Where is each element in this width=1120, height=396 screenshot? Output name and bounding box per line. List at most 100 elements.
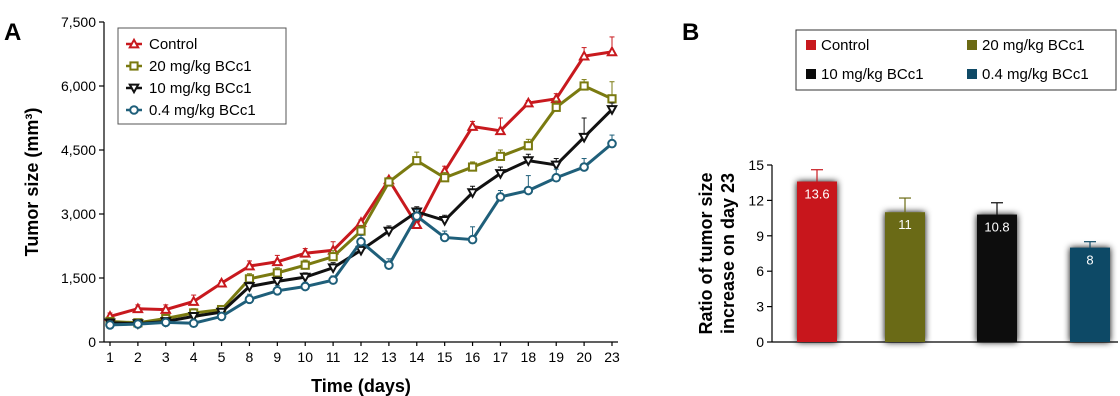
legend-entry: Control [821,37,869,54]
y-tick-label: 1,500 [61,270,96,286]
legend-entry: 20 mg/kg BCc1 [149,58,252,75]
data-point [606,45,618,57]
data-point [271,255,284,267]
x-tick-label: 18 [521,349,537,365]
data-point [440,173,450,183]
data-point [384,260,394,271]
x-tick-label: 19 [548,349,564,365]
x-tick-label: 23 [604,349,620,365]
series-4 [105,134,617,330]
bar [885,212,925,342]
x-tick-label: 1 [106,349,114,365]
data-point [410,218,423,230]
data-point [215,276,228,288]
data-point [438,216,451,227]
data-point [551,172,562,183]
y-tick-label: 12 [748,192,764,208]
bar-group: 10.8 [977,202,1017,342]
data-point [495,192,506,202]
data-point [244,294,255,305]
data-point [384,177,394,187]
legend-entry: 0.4 mg/kg BCc1 [982,66,1089,83]
data-point [579,81,589,91]
x-tick-label: 3 [162,349,170,365]
x-tick-label: 20 [576,349,592,365]
y-tick-label: 6,000 [61,78,96,94]
data-point [411,211,422,221]
data-point [300,281,311,292]
data-point [607,94,617,104]
legend-marker [128,83,140,95]
y-tick-label: 0 [756,334,764,350]
legend-a: Control 20 mg/kg BCc1 10 mg/kg BCc1 0.4 mg/… [117,27,287,125]
x-tick-label: 10 [297,349,313,365]
y-tick-label: 0 [88,334,96,350]
data-point [606,105,618,116]
data-point [523,141,533,151]
legend-entry: 10 mg/kg BCc1 [821,66,924,83]
y-tick-label: 9 [756,228,764,244]
x-tick-label: 5 [218,349,226,365]
x-tick-label: 16 [465,349,481,365]
legend-swatch [806,40,816,50]
data-point [607,138,617,149]
data-point [439,232,450,243]
data-point [160,317,171,328]
x-tick-label: 15 [437,349,453,365]
data-point [494,124,507,136]
legend-entry: 10 mg/kg BCc1 [149,80,252,97]
data-point [187,312,200,323]
x-tick-label: 12 [353,349,369,365]
data-point [467,234,478,245]
x-axis-title: Time (days) [311,376,411,396]
x-tick-label: 8 [246,349,254,365]
data-point [328,252,338,262]
y-tick-label: 3,000 [61,206,96,222]
bar-value-label: 8 [1086,253,1093,268]
y-tick-label: 6 [756,263,764,279]
panel-label-a: A [4,19,21,46]
bar [977,214,1017,342]
data-point [550,160,563,172]
data-point [133,319,143,329]
data-point [355,245,367,257]
data-point [328,275,338,285]
x-tick-label: 13 [381,349,397,365]
series-3 [104,102,618,330]
x-tick-label: 4 [190,349,198,365]
data-point [131,302,144,314]
y-tick-label: 7,500 [61,14,96,30]
bar [1070,247,1110,342]
y-axis-title: Tumor size (mm³) [22,108,42,257]
legend-b: Control 20 mg/kg BCc1 10 mg/kg BCc1 0.4 mg/… [795,29,1117,91]
y-tick-label: 3 [756,299,764,315]
bar-value-label: 13.6 [804,187,829,202]
panel-b-bar-chart: B 0 3 6 9 12 15 Ratio of tumor size increase on … [682,19,1118,350]
data-point [466,120,479,131]
y-axis-title-line2: increase on day 23 [718,173,738,334]
data-point [522,96,535,108]
data-point [159,303,172,314]
data-point [522,156,535,167]
data-point [579,162,589,172]
x-tick-label: 11 [326,349,341,365]
legend-box [117,27,287,125]
y-tick-label: 4,500 [61,142,96,158]
data-point [467,162,478,172]
legend-marker [129,105,139,115]
data-point [299,246,312,258]
y-tick-label: 15 [748,157,764,173]
data-point [105,320,115,330]
data-point [327,263,340,275]
data-point [356,226,366,236]
bar-group: 13.6 [797,169,837,342]
x-tick-label: 17 [493,349,509,365]
legend-swatch [967,40,977,50]
bar [797,181,837,342]
data-point [244,274,255,284]
legend-entry: 20 mg/kg BCc1 [982,37,1085,54]
legend-box [795,29,1117,91]
legend-swatch [806,69,816,79]
data-point [494,169,507,180]
